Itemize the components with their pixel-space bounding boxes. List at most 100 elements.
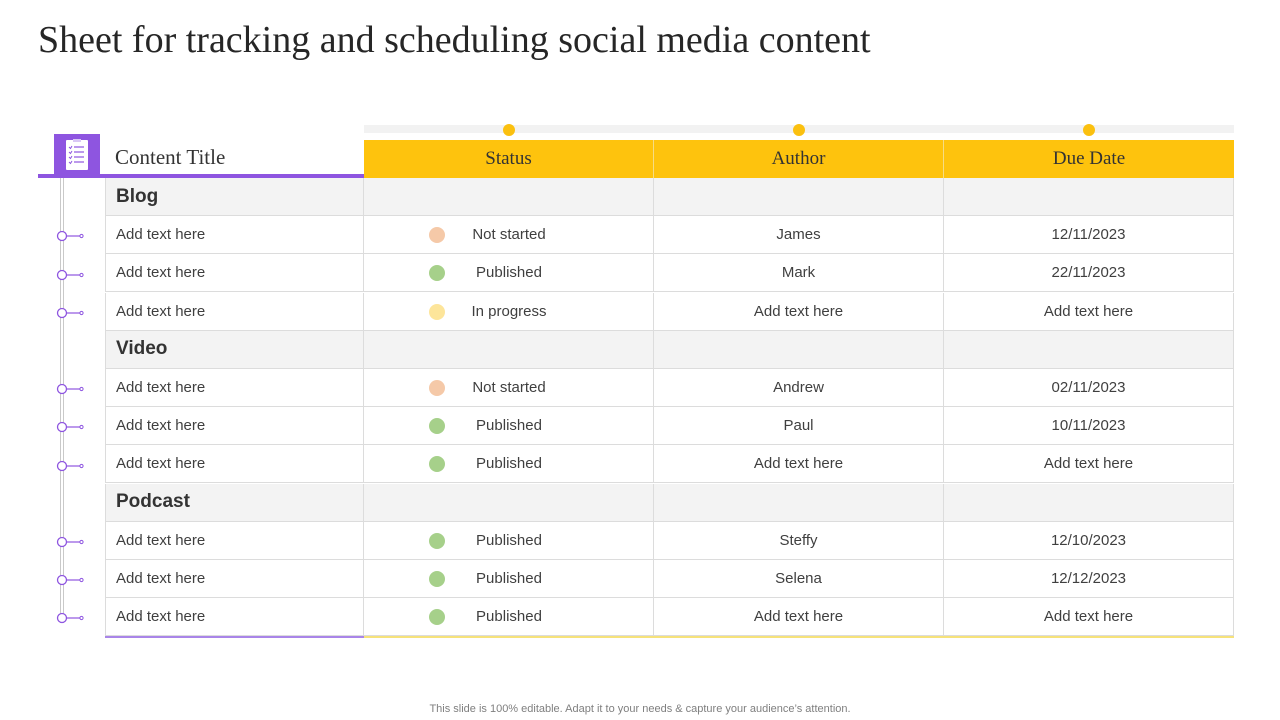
content-title-cell: Add text here xyxy=(105,560,364,598)
timeline-node-icon xyxy=(56,306,84,318)
status-cell: Published xyxy=(364,407,654,446)
group-empty-cell xyxy=(944,483,1234,522)
status-cell: Published xyxy=(364,521,654,560)
group-label: Podcast xyxy=(105,483,364,522)
status-label: In progress xyxy=(471,302,547,320)
page-title: Sheet for tracking and scheduling social… xyxy=(38,19,871,61)
author-cell: Selena xyxy=(654,560,944,598)
content-title-header: Content Title xyxy=(115,145,226,169)
content-title-cell: Add text here xyxy=(105,521,364,560)
due-date-cell: 12/11/2023 xyxy=(944,216,1234,255)
due-date-cell: 12/10/2023 xyxy=(944,521,1234,560)
content-title-cell: Add text here xyxy=(105,369,364,407)
timeline-node-icon xyxy=(56,229,84,242)
status-label: Published xyxy=(476,455,542,473)
status-cell: Published xyxy=(364,598,654,637)
status-label: Published xyxy=(476,531,542,549)
group-empty-cell xyxy=(944,178,1234,216)
due-date-cell: 12/12/2023 xyxy=(944,560,1234,598)
table-row: Add text here Published Paul 10/11/2023 xyxy=(105,407,1234,446)
table-row: Add text here Published Add text here Add t… xyxy=(105,445,1234,484)
status-label: Published xyxy=(476,417,542,435)
status-column-header: Status xyxy=(364,140,654,178)
footer-note: This slide is 100% editable. Adapt it to… xyxy=(429,703,851,715)
table-bottom-purple-border xyxy=(105,636,364,638)
table-row: Add text here In progress Add text here Add… xyxy=(105,292,1234,331)
timeline-node-icon xyxy=(56,611,84,624)
author-column-header: Author xyxy=(654,140,944,178)
group-empty-cell xyxy=(364,483,654,522)
table-row: Add text here Not started James 12/11/2023 xyxy=(105,216,1234,255)
status-dot xyxy=(429,418,445,435)
group-label: Blog xyxy=(105,178,364,216)
status-dot xyxy=(429,609,445,626)
author-cell: Andrew xyxy=(654,369,944,407)
group-empty-cell xyxy=(944,330,1234,369)
group-empty-cell xyxy=(364,178,654,216)
group-empty-cell xyxy=(364,330,654,369)
due-date-cell: Add text here xyxy=(944,445,1234,484)
content-title-cell: Add text here xyxy=(105,216,364,255)
due-date-cell: Add text here xyxy=(944,292,1234,331)
status-cell: Published xyxy=(364,254,654,293)
status-cell: Not started xyxy=(364,216,654,255)
due-date-column-header: Due Date xyxy=(944,140,1234,178)
status-cell: Published xyxy=(364,445,654,484)
content-title-cell: Add text here xyxy=(105,445,364,484)
status-dot xyxy=(429,532,445,549)
group-empty-cell xyxy=(654,178,944,216)
author-cell: Add text here xyxy=(654,598,944,637)
table-row: Add text here Published Steffy 12/10/2023 xyxy=(105,521,1234,560)
table-row: Add text here Not started Andrew 02/11/2023 xyxy=(105,369,1234,407)
status-label: Not started xyxy=(472,226,546,244)
group-row-podcast: Podcast xyxy=(105,483,1234,522)
content-title-cell: Add text here xyxy=(105,407,364,446)
timeline-line xyxy=(60,178,64,618)
group-empty-cell xyxy=(654,483,944,522)
due-date-cell: 02/11/2023 xyxy=(944,369,1234,407)
status-dot xyxy=(429,265,445,282)
status-label: Not started xyxy=(472,379,546,396)
timeline-node-icon xyxy=(56,459,84,471)
status-dot xyxy=(429,456,445,473)
status-cell: Not started xyxy=(364,369,654,407)
author-cell: Mark xyxy=(654,254,944,293)
status-header-dot xyxy=(503,124,515,136)
status-label: Published xyxy=(476,608,542,626)
status-dot xyxy=(429,571,445,587)
due-date-cell: 10/11/2023 xyxy=(944,407,1234,446)
table-bottom-yellow-border xyxy=(364,636,1234,638)
timeline-node-icon xyxy=(56,420,84,433)
status-cell: Published xyxy=(364,560,654,598)
content-title-underline xyxy=(38,174,364,178)
timeline-node-icon xyxy=(56,535,84,548)
document-checklist-icon xyxy=(54,134,100,176)
status-label: Published xyxy=(476,570,542,587)
content-title-cell: Add text here xyxy=(105,254,364,293)
due-date-cell: 22/11/2023 xyxy=(944,254,1234,293)
status-dot xyxy=(429,227,445,244)
author-cell: Add text here xyxy=(654,292,944,331)
group-empty-cell xyxy=(654,330,944,369)
group-row-video: Video xyxy=(105,330,1234,369)
content-title-cell: Add text here xyxy=(105,598,364,637)
due-date-cell: Add text here xyxy=(944,598,1234,637)
group-label: Video xyxy=(105,330,364,369)
table-row: Add text here Published Add text here Add t… xyxy=(105,598,1234,637)
author-cell: Steffy xyxy=(654,521,944,560)
author-cell: Add text here xyxy=(654,445,944,484)
group-row-blog: Blog xyxy=(105,178,1234,216)
author-cell: Paul xyxy=(654,407,944,446)
content-title-cell: Add text here xyxy=(105,292,364,331)
table-row: Add text here Published Mark 22/11/2023 xyxy=(105,254,1234,293)
due-date-header-dot xyxy=(1083,124,1095,136)
author-header-dot xyxy=(793,124,805,136)
table-row: Add text here Published Selena 12/12/2023 xyxy=(105,560,1234,598)
status-dot xyxy=(429,303,445,320)
status-dot xyxy=(429,380,445,396)
timeline-node-icon xyxy=(56,573,84,586)
timeline-node-icon xyxy=(56,382,84,395)
author-cell: James xyxy=(654,216,944,255)
status-label: Published xyxy=(476,264,542,282)
status-cell: In progress xyxy=(364,292,654,331)
